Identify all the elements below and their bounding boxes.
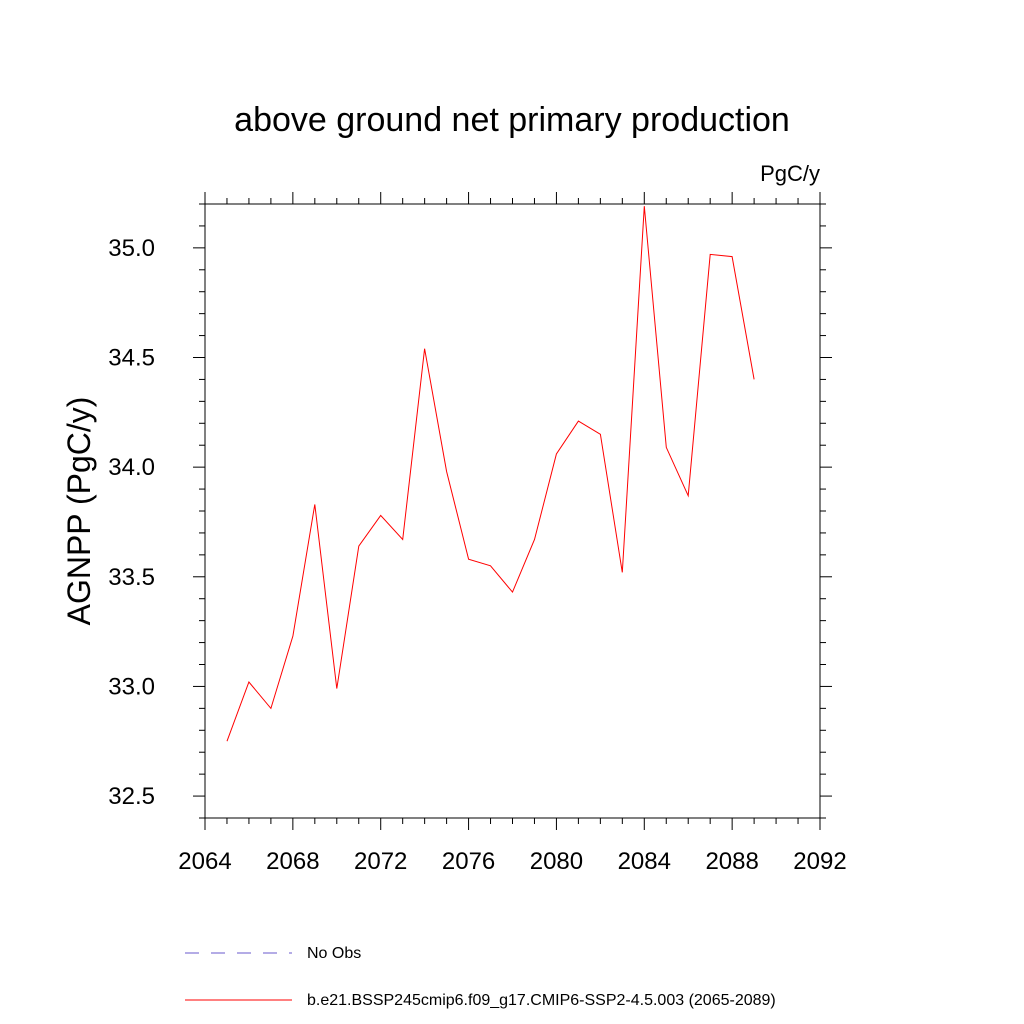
x-tick-label: 2076 [442, 848, 495, 875]
y-tick-label: 33.5 [108, 564, 155, 591]
x-tick-label: 2084 [618, 848, 671, 875]
axis-ticks [193, 192, 832, 830]
y-tick-label: 34.5 [108, 345, 155, 372]
x-tick-label: 2068 [266, 848, 319, 875]
y-tick-label: 35.0 [108, 235, 155, 262]
x-tick-label: 2092 [793, 848, 846, 875]
legend: No Obs b.e21.BSSP245cmip6.f09_g17.CMIP6-S… [185, 945, 776, 1009]
units-label: PgC/y [760, 161, 820, 186]
chart-title: above ground net primary production [234, 101, 790, 139]
plot-frame [204, 203, 821, 819]
y-axis-label: AGNPP (PgC/y) [61, 397, 97, 626]
x-tick-label: 2072 [354, 848, 407, 875]
series-line [226, 206, 755, 742]
legend-label: No Obs [307, 945, 361, 962]
y-tick-label: 34.0 [108, 454, 155, 481]
axis-tick-labels: 2064 2068 2072 2076 2080 2084 2088 2092 32.5 33.0… [108, 235, 846, 875]
x-tick-label: 2088 [705, 848, 758, 875]
series-layer [226, 206, 755, 742]
y-tick-label: 33.0 [108, 673, 155, 700]
y-tick-label: 32.5 [108, 783, 155, 810]
x-tick-label: 2064 [178, 848, 231, 875]
x-tick-label: 2080 [530, 848, 583, 875]
legend-label: b.e21.BSSP245cmip6.f09_g17.CMIP6-SSP2-4.… [307, 992, 776, 1009]
